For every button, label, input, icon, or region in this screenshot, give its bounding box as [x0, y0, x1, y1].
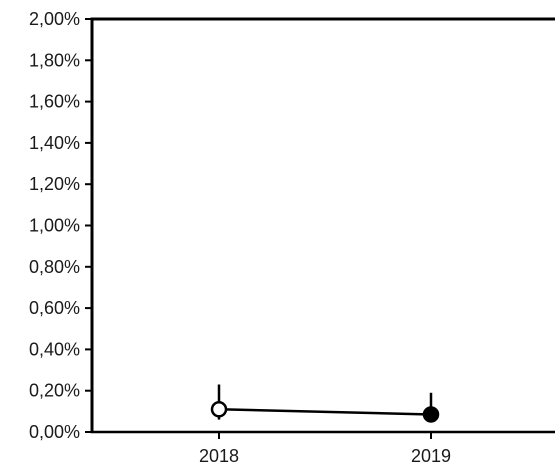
y-tick-label: 2,00%	[29, 9, 80, 29]
y-tick-label: 0,80%	[29, 257, 80, 277]
x-tick-label: 2018	[199, 446, 239, 466]
y-axis: 0,00% 0,20% 0,40% 0,60% 0,80% 1,00% 1,20% 1,40%…	[29, 9, 555, 442]
data-point-open	[210, 401, 228, 418]
y-tick-label: 1,00%	[29, 216, 80, 236]
series-layer	[210, 384, 440, 423]
y-tick-label: 0,20%	[29, 381, 80, 401]
y-tick-label: 0,40%	[29, 339, 80, 359]
y-tick-label: 0,60%	[29, 298, 80, 318]
series-line	[218, 408, 432, 416]
y-tick-label: 1,80%	[29, 50, 80, 70]
y-tick-label: 1,40%	[29, 133, 80, 153]
data-point-filled	[422, 406, 440, 423]
x-tick-label: 2019	[411, 446, 451, 466]
y-tick-label: 1,60%	[29, 92, 80, 112]
y-tick-label: 1,20%	[29, 174, 80, 194]
x-axis: 2018 2019	[90, 430, 555, 466]
y-tick-label: 0,00%	[29, 422, 80, 442]
